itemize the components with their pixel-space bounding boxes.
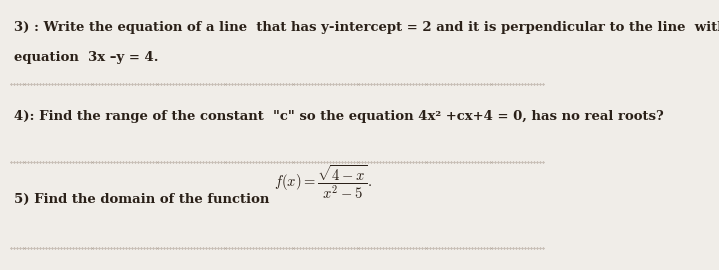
Text: 3) : Write the equation of a line  that has y-intercept = 2 and it is perpendicu: 3) : Write the equation of a line that h… [14,21,719,34]
Text: 4): Find the range of the constant  "c" so the equation 4x² +cx+4 = 0, has no re: 4): Find the range of the constant "c" s… [14,110,664,123]
Text: $f(x) = \dfrac{\sqrt{4-x}}{x^2-5}.$: $f(x) = \dfrac{\sqrt{4-x}}{x^2-5}.$ [274,163,372,201]
Text: 5) Find the domain of the function: 5) Find the domain of the function [14,193,278,205]
Text: equation  3x –y = 4.: equation 3x –y = 4. [14,51,158,64]
